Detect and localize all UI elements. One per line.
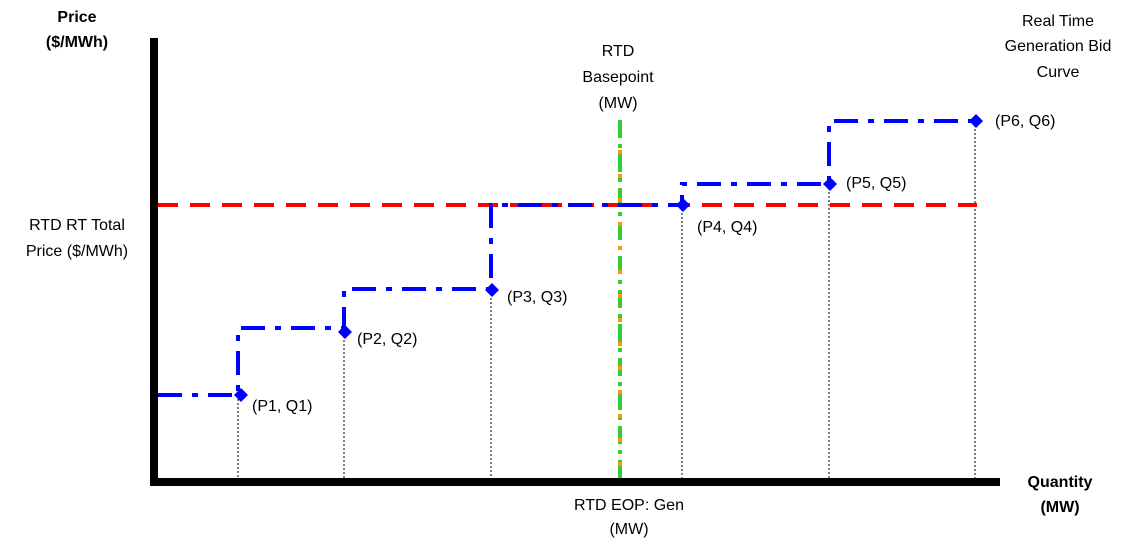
- x-axis-label-line-2: (MW): [1040, 499, 1079, 516]
- price-label-line-2: Price ($/MWh): [26, 243, 128, 260]
- eop-label-line-2: (MW): [609, 521, 648, 538]
- basepoint-label-line-2: Basepoint: [582, 69, 654, 86]
- x-axis-label-line-1: Quantity: [1028, 474, 1093, 491]
- bid-point-6: [969, 114, 983, 128]
- basepoint-label-line-3: (MW): [598, 95, 637, 112]
- eop-label-line-1: RTD EOP: Gen: [574, 497, 684, 514]
- bid-point-2: [338, 325, 352, 339]
- curve-label-line-1: Real Time: [1022, 13, 1094, 30]
- y-axis-label-line-1: Price: [57, 9, 96, 26]
- point-label-5: (P5, Q5): [846, 175, 906, 192]
- y-axis-label-line-2: ($/MWh): [46, 34, 108, 51]
- curve-label-line-2: Generation Bid: [1005, 38, 1112, 55]
- price-label-line-1: RTD RT Total: [29, 217, 125, 234]
- bid-point-5: [823, 177, 837, 191]
- point-label-1: (P1, Q1): [252, 398, 312, 415]
- bid-point-1: [234, 388, 248, 402]
- drop-lines: [237, 121, 976, 482]
- bid-point-3: [485, 283, 499, 297]
- point-label-2: (P2, Q2): [357, 331, 417, 348]
- basepoint-label-line-1: RTD: [602, 43, 635, 60]
- bid-point-4: [676, 198, 690, 212]
- point-label-4: (P4, Q4): [697, 219, 757, 236]
- curve-label-line-3: Curve: [1037, 64, 1080, 81]
- point-label-6: (P6, Q6): [995, 113, 1055, 130]
- bid-points: [234, 114, 983, 402]
- bid-curve: [158, 119, 975, 397]
- point-label-3: (P3, Q3): [507, 289, 567, 306]
